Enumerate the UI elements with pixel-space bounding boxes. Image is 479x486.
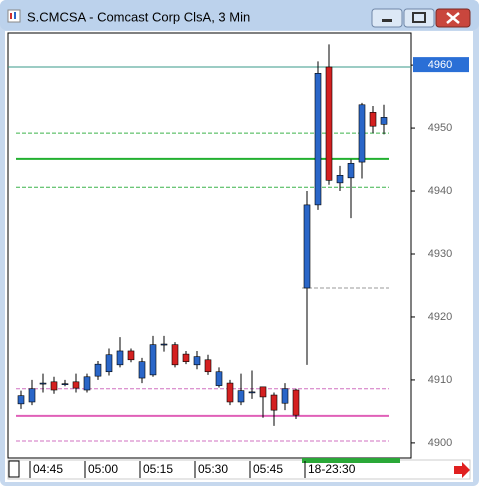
candle-body bbox=[215, 371, 223, 386]
app-icon bbox=[7, 9, 21, 23]
x-tick-label: 05:30 bbox=[198, 462, 228, 476]
title-bar bbox=[0, 0, 479, 30]
time-axis bbox=[7, 459, 471, 480]
candle-body bbox=[270, 394, 278, 411]
maximize-button[interactable] bbox=[403, 8, 435, 28]
candle-body bbox=[105, 354, 113, 373]
y-tick-label: 4910 bbox=[428, 374, 452, 386]
candle-body bbox=[193, 356, 201, 366]
candle-body bbox=[127, 350, 135, 361]
session-bar bbox=[302, 458, 400, 463]
candle-body bbox=[314, 72, 322, 206]
y-tick-label: 4920 bbox=[428, 311, 452, 323]
candle-body bbox=[292, 389, 300, 416]
candle-body bbox=[61, 383, 69, 386]
candle-body bbox=[50, 381, 58, 391]
x-tick-label: 05:00 bbox=[88, 462, 118, 476]
candle-body bbox=[358, 104, 366, 163]
x-tick-label: 05:45 bbox=[253, 462, 283, 476]
y-tick-label: 4900 bbox=[428, 437, 452, 449]
scroll-arrow[interactable] bbox=[454, 462, 470, 478]
candle-body bbox=[336, 174, 344, 184]
candle-body bbox=[325, 66, 333, 181]
candle-body bbox=[116, 350, 124, 366]
candle-body bbox=[204, 359, 212, 373]
candle-body bbox=[237, 390, 245, 403]
candle-body bbox=[39, 382, 47, 385]
candle-body bbox=[303, 204, 311, 289]
scroll-handle[interactable] bbox=[8, 460, 20, 478]
candle-body bbox=[380, 117, 388, 125]
y-tick-label: 4930 bbox=[428, 248, 452, 260]
candle-body bbox=[259, 386, 267, 398]
candle-body bbox=[94, 363, 102, 377]
candle-body bbox=[28, 388, 36, 403]
close-button[interactable] bbox=[435, 8, 471, 28]
candle-body bbox=[83, 376, 91, 391]
minimize-button[interactable] bbox=[371, 8, 403, 28]
candle-body bbox=[171, 344, 179, 366]
candle-body bbox=[160, 343, 168, 346]
plot-layer: 4960 4950 4940 4930 4920 4910 4900 04:45 05:00 05… bbox=[8, 44, 469, 478]
y-tick-label: 4950 bbox=[428, 122, 452, 134]
x-tick-label: 05:15 bbox=[143, 462, 173, 476]
candle-body bbox=[226, 382, 234, 403]
x-tick-label: 04:45 bbox=[33, 462, 63, 476]
candle-body bbox=[182, 353, 190, 362]
candle-body bbox=[281, 388, 289, 404]
candle-body bbox=[347, 163, 355, 179]
candle-body bbox=[138, 361, 146, 379]
candle-body bbox=[72, 381, 80, 389]
candle-body bbox=[248, 391, 256, 394]
price-tag bbox=[413, 57, 469, 73]
candle-body bbox=[17, 395, 25, 405]
x-tick-label: 18-23:30 bbox=[308, 462, 356, 476]
candle-body bbox=[369, 112, 377, 127]
y-tick-label: 4960 bbox=[428, 59, 452, 71]
window-title: S.CMCSA - Comcast Corp ClsA, 3 Min bbox=[27, 9, 250, 24]
plot-area bbox=[7, 32, 412, 459]
candle-body bbox=[149, 344, 157, 376]
y-tick-label: 4940 bbox=[428, 185, 452, 197]
